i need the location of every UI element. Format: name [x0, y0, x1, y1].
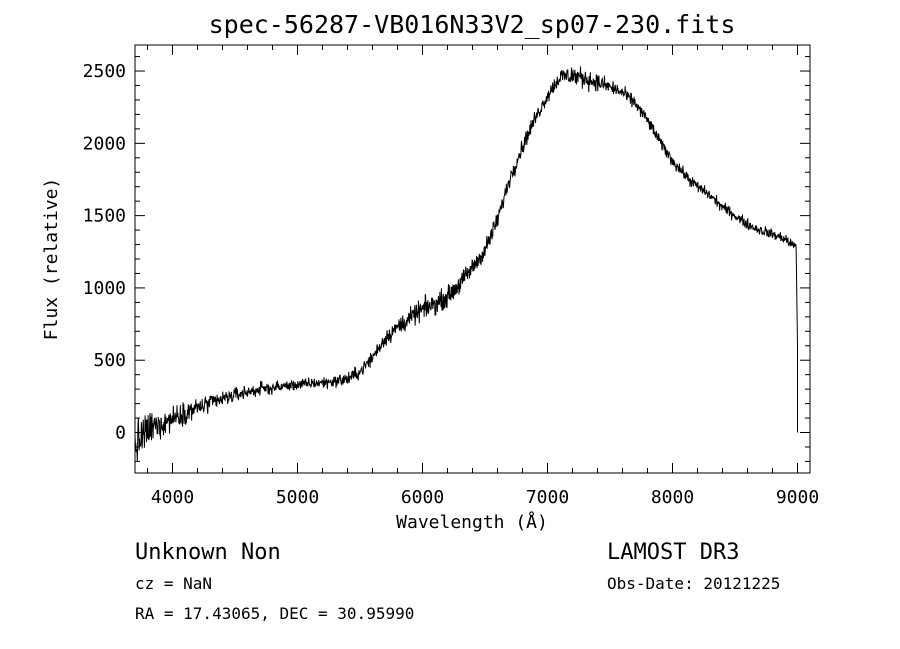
- plot-frame: [134, 44, 811, 474]
- y-tick-label: 2000: [83, 133, 126, 154]
- x-tick-label: 8000: [651, 487, 694, 508]
- classification-text: Unknown Non: [135, 540, 281, 565]
- y-tick-label: 500: [93, 350, 126, 371]
- y-axis-label: Flux (relative): [41, 178, 62, 341]
- y-tick-labels: 0 500 1000 1500 2000 2500: [83, 61, 126, 443]
- chart-title: spec-56287-VB016N33V2_sp07-230.fits: [209, 10, 736, 39]
- x-tick-label: 6000: [401, 487, 444, 508]
- spectrum-line: [134, 66, 798, 462]
- axis-ticks: [135, 45, 810, 473]
- x-axis-label: Wavelength (Å): [396, 511, 548, 533]
- obs-date-text: Obs-Date: 20121225: [607, 574, 780, 593]
- coordinates-text: RA = 17.43065, DEC = 30.95990: [135, 604, 414, 623]
- x-tick-labels: 4000 5000 6000 7000 8000 9000: [151, 487, 819, 508]
- y-tick-label: 1000: [83, 278, 126, 299]
- survey-label: LAMOST DR3: [607, 540, 739, 565]
- x-tick-label: 7000: [526, 487, 569, 508]
- x-tick-label: 4000: [151, 487, 194, 508]
- y-tick-label: 0: [115, 423, 126, 444]
- y-tick-label: 2500: [83, 61, 126, 82]
- redshift-text: cz = NaN: [135, 574, 212, 593]
- x-tick-label: 5000: [276, 487, 319, 508]
- y-tick-label: 1500: [83, 206, 126, 227]
- x-tick-label: 9000: [776, 487, 819, 508]
